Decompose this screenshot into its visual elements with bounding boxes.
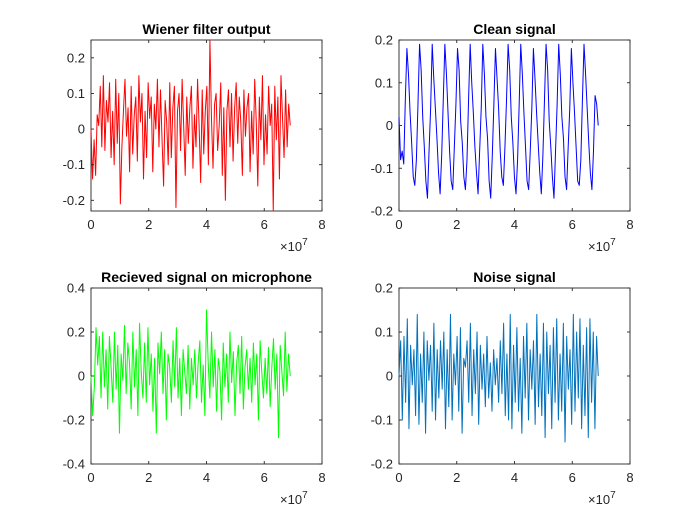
x-multiplier-exponent: 7: [610, 490, 616, 501]
y-tick-label: 0.2: [67, 50, 85, 65]
x-tick-label: 2: [145, 470, 152, 485]
subplot-title: Recieved signal on microphone: [101, 269, 312, 285]
y-tick-label: 0.2: [67, 325, 85, 340]
y-tick-label: -0.1: [371, 161, 393, 176]
y-tick-label: 0.4: [67, 281, 85, 296]
x-tick-label: 6: [261, 217, 268, 232]
x-tick-label: 4: [511, 470, 518, 485]
x-tick-label: 8: [318, 217, 325, 232]
x-tick-label: 8: [626, 470, 633, 485]
y-tick-label: 0: [78, 122, 85, 137]
y-tick-label: 0.2: [375, 33, 393, 48]
series-line-1: [90, 39, 291, 212]
subplot-4: 0 2 4 6 8 -0.2 -0.1 0 0.1 0.2 ×107 Noise signal: [371, 269, 634, 507]
series-line-1: [398, 43, 599, 199]
x-tick-label: 4: [511, 217, 518, 232]
x-multiplier-exponent: 7: [610, 237, 616, 248]
y-tick-label: -0.1: [371, 413, 393, 428]
y-tick-label: 0: [78, 369, 85, 384]
subplot-title: Wiener filter output: [142, 21, 271, 37]
y-tick-label: 0.2: [375, 281, 393, 296]
y-tick-label: -0.2: [63, 413, 85, 428]
subplot-title: Clean signal: [473, 21, 555, 37]
x-tick-label: 2: [145, 217, 152, 232]
y-tick-label: -0.4: [63, 457, 85, 472]
y-tick-label: 0: [386, 369, 393, 384]
x-multiplier-label: ×107: [280, 237, 308, 254]
subplot-2: 0 2 4 6 8 -0.2 -0.1 0 0.1 0.2 ×107 Clean signal: [371, 21, 634, 254]
y-tick-label: -0.1: [63, 157, 85, 172]
y-tick-label: 0.1: [67, 86, 85, 101]
x-tick-label: 2: [453, 217, 460, 232]
x-multiplier-label: ×107: [280, 490, 308, 507]
x-tick-label: 0: [87, 217, 94, 232]
y-tick-label: -0.2: [371, 204, 393, 219]
x-tick-label: 6: [569, 217, 576, 232]
axes-frame: [90, 39, 323, 212]
x-tick-label: 8: [318, 470, 325, 485]
x-tick-label: 6: [569, 470, 576, 485]
y-tick-label: -0.2: [63, 193, 85, 208]
x-multiplier-label: ×107: [588, 237, 616, 254]
y-tick-label: 0.1: [375, 75, 393, 90]
y-tick-label: 0: [386, 118, 393, 133]
x-multiplier-label: ×107: [588, 490, 616, 507]
x-tick-label: 4: [203, 470, 210, 485]
series-line-1: [398, 313, 599, 443]
x-tick-label: 8: [626, 217, 633, 232]
x-tick-label: 2: [453, 470, 460, 485]
y-tick-label: -0.2: [371, 457, 393, 472]
x-tick-label: 6: [261, 470, 268, 485]
x-tick-label: 0: [395, 217, 402, 232]
subplot-title: Noise signal: [473, 269, 555, 285]
y-tick-label: 0.1: [375, 325, 393, 340]
x-multiplier-exponent: 7: [302, 237, 308, 248]
x-tick-label: 0: [395, 470, 402, 485]
x-tick-label: 0: [87, 470, 94, 485]
subplot-3: 0 2 4 6 8 -0.4 -0.2 0 0.2 0.4 ×107 Recieved signal …: [63, 269, 326, 507]
x-multiplier-exponent: 7: [302, 490, 308, 501]
subplot-1: 0 2 4 6 8 -0.2 -0.1 0 0.1 0.2 ×107 Wiener filter ou…: [63, 21, 326, 254]
x-tick-label: 4: [203, 217, 210, 232]
series-line-1: [90, 309, 291, 439]
